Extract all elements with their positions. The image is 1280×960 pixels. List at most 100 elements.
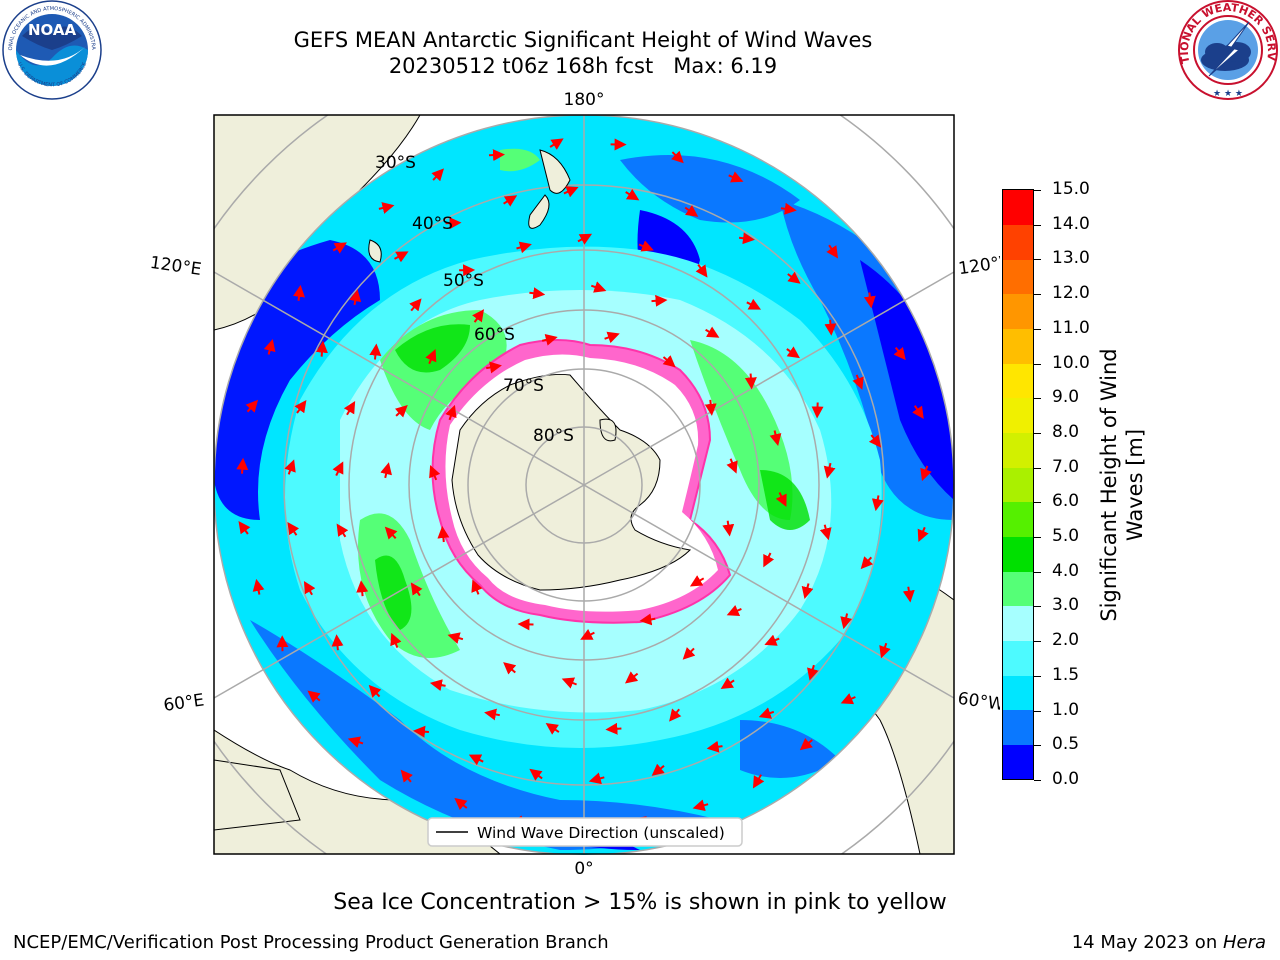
colorbar-tick (1034, 537, 1041, 539)
graticule (213, 115, 955, 854)
footer-date-text: 14 May 2023 on (1071, 932, 1223, 953)
wind-wave-arrow (775, 492, 787, 507)
wind-wave-arrow (662, 355, 676, 368)
wind-wave-arrow (860, 556, 874, 570)
svg-text:★ ★ ★: ★ ★ ★ (1213, 89, 1243, 99)
wind-wave-arrow (819, 524, 832, 541)
footer-date: 14 May 2023 on Hera (1072, 932, 1266, 953)
colorbar-band (1003, 259, 1033, 295)
colorbar-tick (1034, 710, 1041, 712)
colorbar-tick-label: 12.0 (1052, 283, 1090, 304)
wind-wave-arrow (471, 579, 483, 595)
wind-wave-arrow (746, 298, 762, 310)
colorbar-tick-label: 15.0 (1052, 179, 1090, 199)
wind-wave-arrow (799, 737, 813, 751)
wind-wave-arrow (605, 722, 622, 735)
wind-wave-arrow (726, 605, 742, 617)
wind-wave-arrow (722, 520, 735, 537)
colorbar-tick-label: 0.5 (1052, 734, 1080, 755)
colorbar-band (1003, 467, 1033, 503)
colorbar-band (1003, 293, 1033, 330)
colorbar-tick (1034, 467, 1041, 469)
wind-wave-arrow (577, 233, 593, 245)
wind-wave-arrows (236, 138, 932, 833)
colorbar-title-line2: Waves [m] (1123, 428, 1147, 542)
colorbar-tick-label: 3.0 (1052, 595, 1080, 616)
wind-wave-arrow (826, 244, 839, 259)
wind-wave-arrow (380, 462, 392, 479)
wind-wave-arrow (503, 195, 518, 207)
wind-wave-arrow (263, 339, 276, 355)
wind-wave-arrow (315, 340, 328, 357)
wind-wave-arrow (332, 242, 347, 254)
wind-wave-arrow (503, 662, 517, 675)
sea-ice-caption: Sea Ice Concentration > 15% is shown in … (333, 890, 947, 915)
wind-wave-arrow (238, 521, 251, 535)
wind-wave-arrow (336, 523, 349, 538)
colorbar-tick (1034, 780, 1041, 781)
wind-wave-arrow (447, 632, 464, 644)
wind-wave-arrow (704, 399, 717, 416)
wind-wave-arrow (689, 575, 705, 587)
colorbar-tick (1034, 190, 1041, 191)
wind-wave-arrow (488, 149, 505, 162)
colorbar-tick-label: 9.0 (1052, 387, 1080, 408)
wind-wave-arrow (852, 374, 864, 390)
colorbar-tick (1034, 745, 1041, 747)
wind-wave-arrow (920, 465, 932, 482)
wind-wave-arrow (307, 690, 321, 703)
wind-wave-arrow (638, 240, 654, 252)
colorbar-tick (1034, 328, 1041, 330)
wind-wave-arrow (695, 264, 708, 278)
wind-wave-arrow (786, 346, 800, 359)
wind-wave-arrow (252, 578, 265, 595)
wind-wave-arrow (468, 754, 484, 766)
lon-label-60e: 60°E (162, 690, 205, 715)
wind-wave-arrow (758, 707, 775, 719)
colorbar-tick-label: 13.0 (1052, 248, 1090, 269)
wind-wave-arrow (484, 708, 500, 721)
wind-wave-arrow (902, 586, 915, 603)
colorbar-tick (1034, 502, 1041, 504)
wind-wave-arrow (561, 677, 577, 689)
lon-label-60w: 60°W (956, 689, 1000, 715)
wind-wave-arrow (332, 461, 344, 477)
colorbar-tick (1034, 641, 1041, 643)
wind-wave-arrow (879, 642, 891, 659)
colorbar-tick-label: 8.0 (1052, 421, 1080, 442)
wind-wave-arrow (303, 580, 316, 596)
wind-wave-arrow (429, 465, 441, 481)
wind-wave-arrow (763, 552, 775, 568)
colorbar-band (1003, 709, 1033, 745)
wind-wave-arrow (764, 634, 780, 646)
wind-wave-arrow (425, 348, 437, 365)
colorbar-tick (1034, 363, 1041, 365)
colorbar-tick-label: 1.5 (1052, 664, 1080, 685)
wind-wave-arrow (236, 457, 249, 474)
wind-wave-arrow (705, 326, 720, 338)
lon-label-0: 0° (574, 859, 593, 879)
wind-wave-arrow (840, 613, 853, 630)
colorbar-tick-label: 7.0 (1052, 456, 1080, 477)
wind-wave-arrow (720, 677, 735, 690)
wind-wave-arrow (294, 400, 307, 414)
wind-wave-arrow (726, 458, 738, 474)
wind-wave-arrow (682, 647, 696, 660)
lon-label-120w: 120°W (957, 251, 1000, 279)
wind-wave-arrow (529, 768, 543, 781)
lat-label-80s: 80°S (533, 426, 574, 446)
wind-wave-arrow (287, 521, 300, 536)
lat-label-50s: 50°S (443, 271, 484, 291)
wind-wave-arrow (787, 271, 801, 284)
colorbar-tick (1034, 224, 1041, 226)
colorbar-tick-label: 11.0 (1052, 317, 1090, 338)
wind-wave-arrow (669, 708, 682, 722)
colorbar-band (1003, 190, 1033, 226)
colorbar-title-line1: Significant Height of Wind (1097, 348, 1121, 622)
colorbar-tick (1034, 398, 1041, 400)
wind-wave-arrow (588, 772, 605, 785)
footer-host: Hera (1222, 932, 1266, 953)
wind-wave-arrow (400, 769, 413, 783)
wind-wave-arrow (563, 186, 579, 198)
colorbar-tick (1034, 432, 1041, 434)
